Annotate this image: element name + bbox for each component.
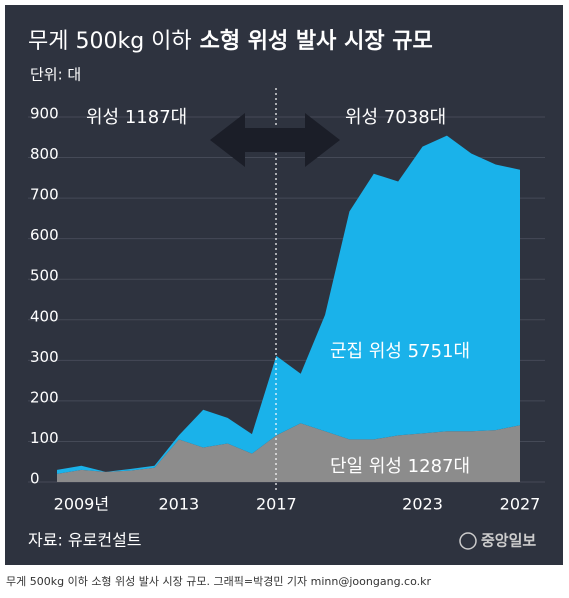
y-tick-label: 700 (30, 186, 59, 204)
source: 자료: 유로컨설트 (28, 531, 142, 550)
x-tick-label: 2027 (500, 495, 541, 514)
chart-title: 무게 500kg 이하 소형 위성 발사 시장 규모 (28, 29, 433, 54)
x-tick-label: 2009년 (54, 495, 109, 514)
title-bold: 소형 위성 발사 시장 규모 (200, 29, 433, 54)
y-tick-label: 900 (30, 105, 59, 123)
y-tick-label: 800 (30, 145, 59, 163)
unit-label: 단위: 대 (30, 66, 81, 84)
annotation: 단일 위성 1287대 (330, 456, 470, 477)
logo-icon (459, 532, 477, 550)
areas (57, 135, 520, 482)
y-tick-label: 400 (30, 307, 59, 325)
arrow (210, 113, 340, 167)
area (57, 135, 520, 474)
x-axis: 2009년 2013 2017 2023 2027 (54, 495, 541, 514)
annotation: 위성 7038대 (345, 107, 446, 128)
x-tick-label: 2013 (158, 495, 199, 514)
annotation: 군집 위성 5751대 (330, 341, 470, 362)
y-tick-label: 100 (30, 429, 59, 447)
y-tick-label: 500 (30, 267, 59, 285)
x-tick-label: 2023 (402, 495, 443, 514)
x-tick-label: 2017 (256, 495, 297, 514)
annotation: 위성 1187대 (86, 107, 187, 128)
logo: 중앙일보 (481, 532, 536, 550)
y-tick-label: 0 (30, 470, 40, 488)
y-tick-label: 300 (30, 348, 59, 366)
title-prefix: 무게 500kg 이하 (28, 29, 192, 54)
caption: 무게 500kg 이하 소형 위성 발사 시장 규모. 그래픽=박경민 기자 m… (6, 574, 431, 588)
area (57, 423, 520, 482)
y-tick-label: 200 (30, 388, 59, 406)
y-tick-label: 600 (30, 226, 59, 244)
